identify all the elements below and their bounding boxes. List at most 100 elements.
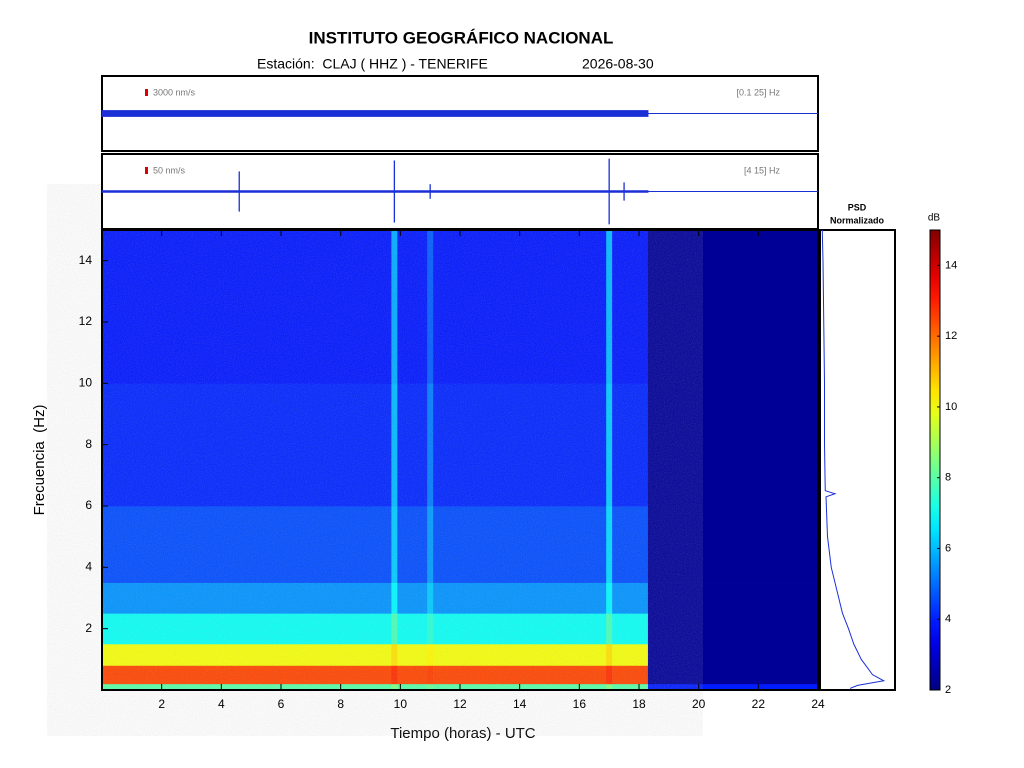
y-tick-label: 4 <box>85 560 92 574</box>
spectrogram-cell <box>427 665 434 685</box>
spectrogram-cell <box>433 582 607 614</box>
spectrogram-cell <box>102 230 392 384</box>
scale-bar <box>145 89 148 96</box>
spectrogram-cell <box>391 506 398 583</box>
colorbar-tick-label: 10 <box>945 401 957 413</box>
trace-band <box>101 190 649 193</box>
spectrogram-cell <box>433 665 607 685</box>
spectrogram-cell <box>102 644 392 666</box>
spectrogram-cell <box>612 582 649 614</box>
x-tick-label: 22 <box>752 697 766 711</box>
scale-label: 50 nm/s <box>153 165 186 175</box>
spectrogram-cell <box>102 383 392 507</box>
spectrogram-cell <box>433 383 607 507</box>
band-label: [4 15] Hz <box>744 165 781 175</box>
spectrogram-cell <box>433 506 607 583</box>
spectrogram-cell <box>102 582 392 614</box>
x-tick-label: 2 <box>158 697 165 711</box>
colorbar-tick-label: 4 <box>945 613 951 625</box>
y-tick-label: 2 <box>85 621 92 635</box>
spectrogram-cell <box>102 665 392 685</box>
spectrogram-cell <box>391 613 398 645</box>
colorbar-label: dB <box>928 213 941 224</box>
colorbar-tick-label: 6 <box>945 542 951 554</box>
spectrogram-cell <box>427 613 434 645</box>
colorbar-tick-label: 12 <box>945 330 957 342</box>
spectrogram-cell <box>647 644 819 666</box>
spectrogram-cell <box>612 383 649 507</box>
spectrogram-cell <box>647 582 819 614</box>
psd-line <box>821 229 886 689</box>
scale-bar <box>145 167 148 174</box>
spectrogram-cell <box>612 665 649 685</box>
spectrogram-cell <box>606 383 613 507</box>
y-tick-label: 8 <box>85 437 92 451</box>
spectrogram-cell <box>427 506 434 583</box>
spectrogram-cell <box>606 644 613 666</box>
colorbar-tick-label: 8 <box>945 472 951 484</box>
colorbar-tick-label: 14 <box>945 259 957 271</box>
colorbar-tick-label: 2 <box>945 684 951 696</box>
spectrogram-cell <box>397 582 428 614</box>
spectrogram-cell <box>391 582 398 614</box>
y-tick-label: 14 <box>79 253 93 267</box>
spectrogram-cell <box>647 383 819 507</box>
band-label: [0.1 25] Hz <box>736 87 780 97</box>
spectrogram-cell <box>427 383 434 507</box>
x-tick-label: 20 <box>692 697 706 711</box>
spectrogram-cell <box>427 230 434 384</box>
x-tick-label: 14 <box>513 697 527 711</box>
x-tick-label: 4 <box>218 697 225 711</box>
spectrogram-cell <box>102 613 392 645</box>
spectrogram-cell <box>391 644 398 666</box>
spectrogram-cell <box>427 582 434 614</box>
spectrogram-cell <box>612 506 649 583</box>
spectrogram-cell <box>647 665 819 685</box>
y-axis-label: Frecuencia (Hz) <box>31 405 48 516</box>
spectrogram-cell <box>397 644 428 666</box>
spectrogram-cell <box>606 665 613 685</box>
spectrogram-cell <box>433 613 607 645</box>
spectrogram-cell <box>397 383 428 507</box>
spectrogram-cell <box>612 613 649 645</box>
spectrogram-cell <box>427 644 434 666</box>
spectrogram-cell <box>397 506 428 583</box>
spectrogram-cell <box>647 506 819 583</box>
spectrogram-cell <box>606 506 613 583</box>
y-tick-label: 6 <box>85 498 92 512</box>
spectrogram-cell <box>647 683 819 691</box>
x-tick-label: 24 <box>811 697 825 711</box>
psd-frame <box>819 229 896 691</box>
psd-title: PSD <box>848 202 867 212</box>
y-tick-label: 10 <box>79 376 93 390</box>
spectrogram-cell <box>606 613 613 645</box>
scale-label: 3000 nm/s <box>153 87 196 97</box>
spectrogram-cell <box>606 230 613 384</box>
spectrogram-cell <box>397 613 428 645</box>
spectrogram-cell <box>397 665 428 685</box>
y-tick-label: 12 <box>79 314 93 328</box>
date: 2026-08-30 <box>582 56 654 72</box>
x-tick-label: 16 <box>573 697 587 711</box>
spectrogram-cell <box>102 506 392 583</box>
spectrogram-cell <box>606 582 613 614</box>
colorbar <box>929 229 941 691</box>
x-tick-label: 10 <box>394 697 408 711</box>
spectrogram-cell <box>391 230 398 384</box>
spectrogram-cell <box>391 383 398 507</box>
spectrogram-cell <box>647 230 819 384</box>
x-tick-label: 18 <box>632 697 646 711</box>
spectrogram-cell <box>433 230 607 384</box>
x-tick-label: 8 <box>337 697 344 711</box>
spectrogram-cell <box>433 644 607 666</box>
spectrogram-cell <box>397 230 428 384</box>
spectrogram-cell <box>612 230 649 384</box>
psd-title: Normalizado <box>830 215 885 225</box>
spectrogram-cell <box>647 613 819 645</box>
x-tick-label: 12 <box>453 697 467 711</box>
chart-title: INSTITUTO GEOGRÁFICO NACIONAL <box>309 28 614 47</box>
x-tick-label: 6 <box>278 697 285 711</box>
spectrogram-cell <box>391 665 398 685</box>
subtitle: Estación: CLAJ ( HHZ ) - TENERIFE <box>257 56 488 72</box>
